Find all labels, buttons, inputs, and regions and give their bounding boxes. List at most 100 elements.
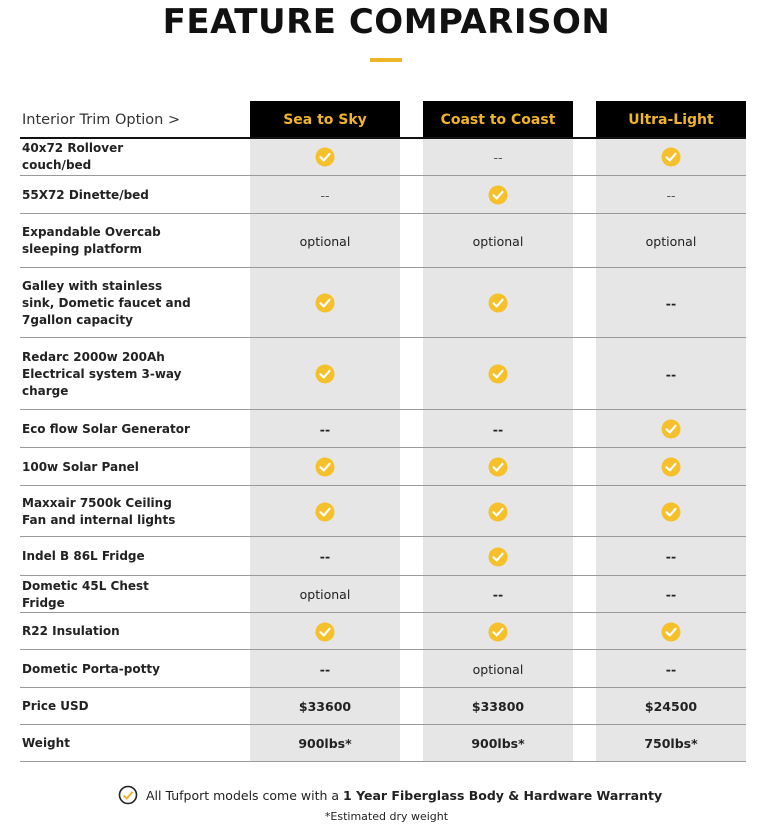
check-icon [661,622,681,641]
title-underline [370,58,402,62]
row-label: Eco flow Solar Generator [22,421,190,436]
row-label: 40x72 Rollover couch/bed [22,141,124,172]
cell-text: -- [665,549,677,564]
check-cell [250,338,400,410]
check-icon [315,364,335,384]
note-bold: 1 Year Fiberglass Body & Hardware Warran… [343,787,663,803]
check-cell [423,613,573,650]
check-cell [423,537,573,576]
check-icon [488,293,508,313]
check-cell [250,138,400,176]
cell-text: optional [299,233,351,249]
row-label: Weight [22,736,70,750]
check-icon [315,457,335,477]
check-cell [596,486,746,537]
check-icon [488,364,508,384]
row-divider [20,575,746,576]
cell-text: -- [666,187,676,203]
cell-text: $24500 [644,699,698,714]
row-label: R22 Insulation [22,624,120,638]
check-icon [488,502,508,521]
row-divider [20,724,746,725]
check-cell [423,486,573,537]
check-icon [488,185,508,205]
column-header: Sea to Sky [250,101,400,138]
check-icon [488,547,508,566]
check-icon [315,502,335,521]
cell-text: -- [665,295,677,311]
row-label: Expandable Overcab sleeping platform [22,225,161,256]
row-label: Maxxair 7500k Ceiling Fan and internal l… [22,495,176,527]
check-cell [596,448,746,486]
column-header: Ultra-Light [596,101,746,138]
corner-label: Interior Trim Option > [22,111,181,128]
check-icon [315,147,335,167]
check-cell [423,338,573,410]
row-divider [20,612,746,613]
cell-text: -- [492,587,504,602]
row-divider [20,536,746,537]
check-icon [661,147,681,167]
warranty-note: All Tufport models come with a 1 Year Fi… [118,785,662,805]
column-background [596,138,746,762]
check-icon [315,622,335,641]
footnote: *Estimated dry weight [324,810,449,823]
row-divider [20,175,746,176]
cell-text: optional [472,661,524,677]
row-divider [20,337,746,338]
check-cell [250,486,400,537]
column-background [250,138,400,762]
row-divider [20,409,746,410]
cell-text: 750lbs* [644,736,698,751]
check-cell [596,410,746,448]
row-divider [20,447,746,448]
check-cell [596,138,746,176]
check-icon [661,457,681,477]
cell-text: -- [319,421,331,437]
cell-text: -- [493,149,503,165]
row-divider [20,485,746,486]
row-divider [20,687,746,688]
row-divider [20,761,746,762]
row-label: 55X72 Dinette/bed [22,187,149,202]
column-background [423,138,573,762]
cell-text: -- [320,187,330,203]
cell-text: optional [645,233,697,249]
check-cell [423,268,573,338]
cell-text: -- [319,549,331,564]
row-divider [20,213,746,214]
column-header: Coast to Coast [423,101,573,138]
check-cell [250,613,400,650]
cell-text: $33600 [298,699,352,714]
check-cell [423,448,573,486]
row-label: 100w Solar Panel [22,459,139,474]
cell-text: -- [665,661,677,677]
check-cell [596,613,746,650]
check-icon [488,622,508,641]
cell-text: -- [665,366,677,382]
row-label: Price USD [22,699,89,713]
check-icon [661,502,681,521]
check-cell [423,176,573,214]
row-divider [20,649,746,650]
check-icon [661,419,681,439]
cell-text: -- [665,587,677,602]
check-cell [250,448,400,486]
cell-text: $33800 [471,699,525,714]
cell-text: 900lbs* [471,736,525,751]
row-label: Redarc 2000w 200Ah Electrical system 3-w… [22,349,182,398]
check-cell [250,268,400,338]
row-label: Galley with stainless sink, Dometic fauc… [22,278,191,327]
title: FEATURE COMPARISON [162,2,611,42]
cell-text: -- [492,421,504,437]
check-icon [488,457,508,477]
cell-text: optional [472,233,524,249]
note-text: All Tufport models come with a [146,787,340,803]
row-divider [20,267,746,268]
row-label: Dometic 45L Chest Fridge [22,578,149,610]
cell-text: optional [299,587,351,602]
cell-text: 900lbs* [298,736,352,751]
header-rule [20,137,746,139]
check-outline-icon [118,785,138,805]
